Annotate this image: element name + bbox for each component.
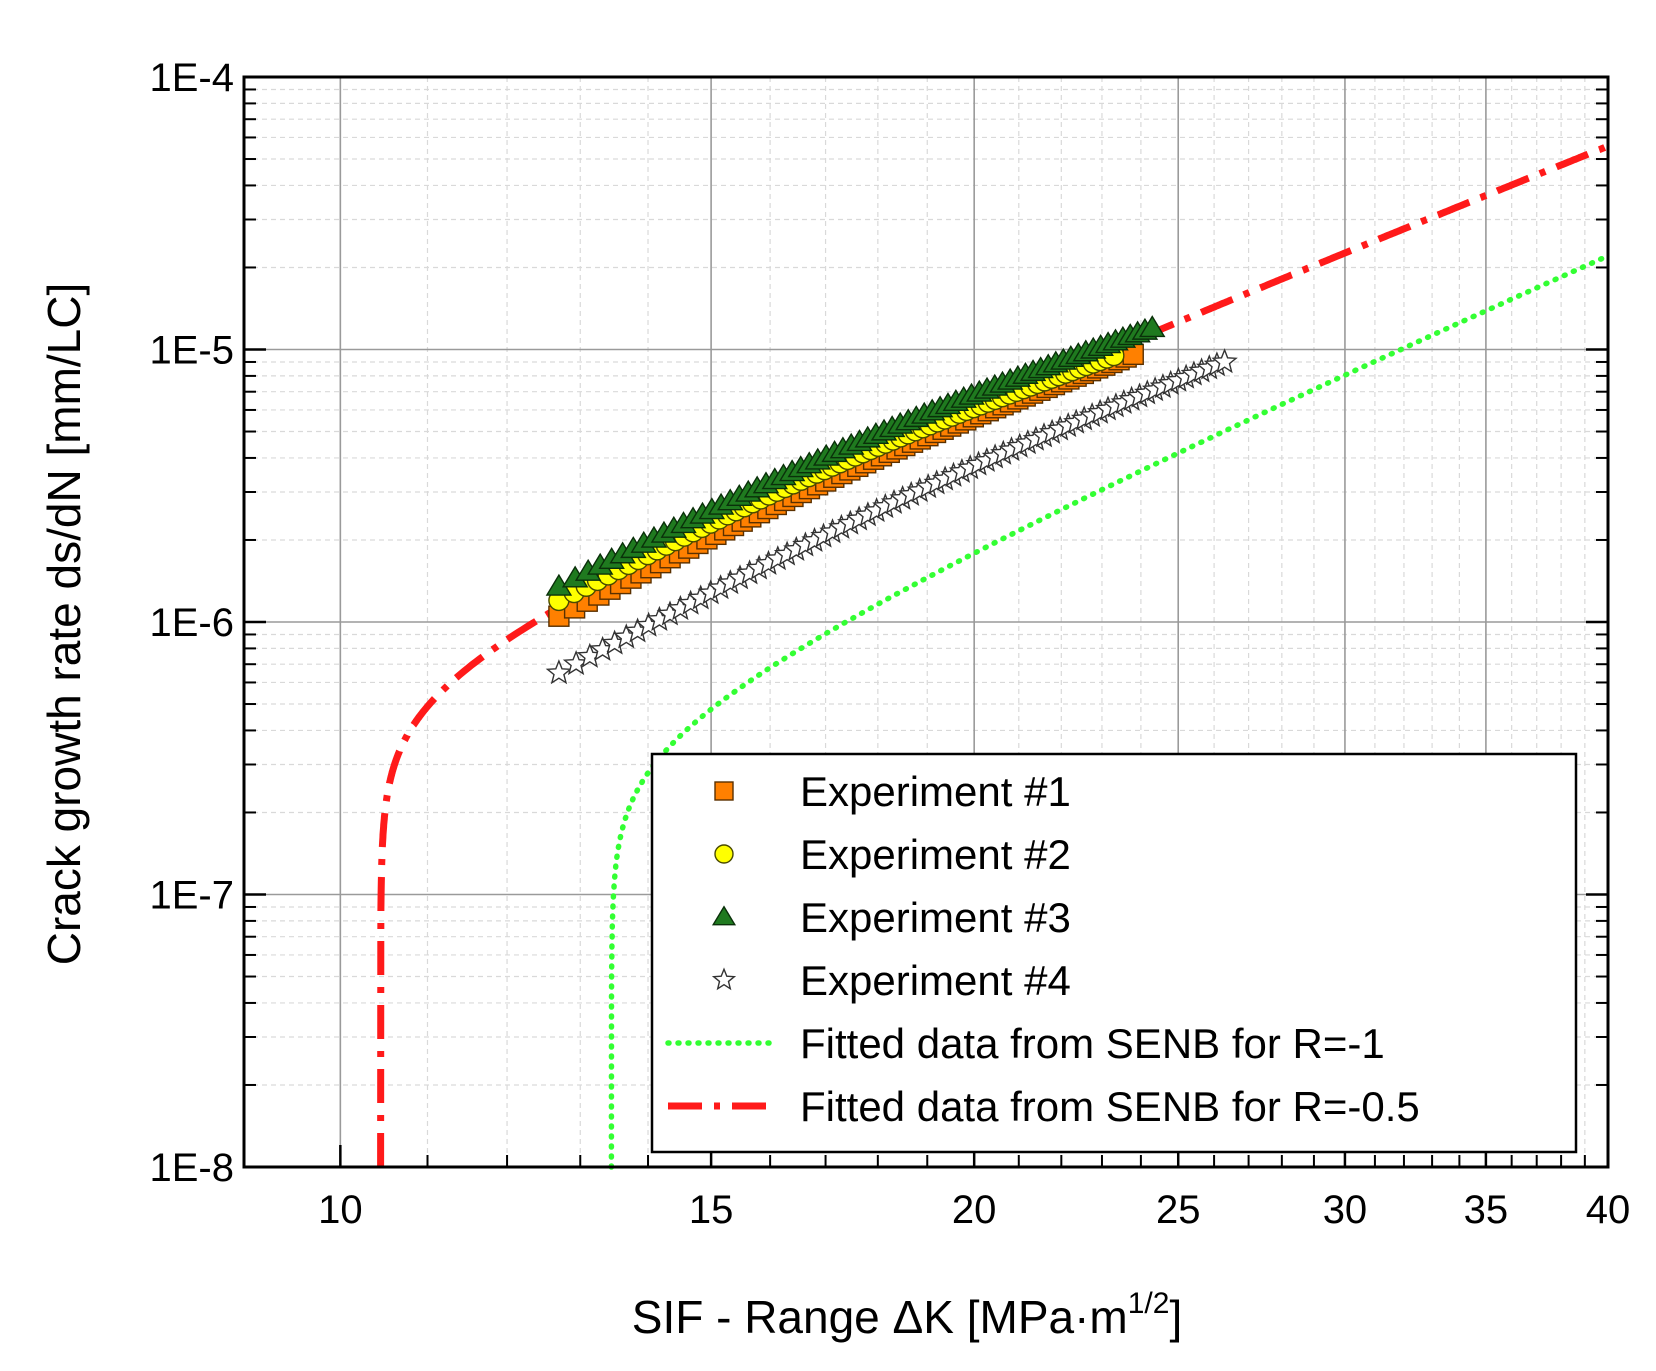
legend-symbol-3 [711,905,737,926]
legend-label-fit-r-minus-0-5: Fitted data from SENB for R=-0.5 [800,1083,1420,1130]
x-tick-label: 15 [689,1188,734,1232]
legend-label-experiment-4: Experiment #4 [800,957,1071,1004]
legend-symbol-2 [714,844,734,864]
experiment-4-point [545,659,573,685]
y-tick-label: 1E-5 [150,329,235,373]
axis-tick-labels: 10 15 20 25 30 35 40 1E-8 1E-7 1E-6 1E-5 1E-4 [150,56,1631,1232]
y-tick-label: 1E-6 [150,601,235,645]
x-axis-title-main: SIF - Range ΔK [MPa·m [632,1291,1128,1343]
legend-symbol-1 [714,781,734,801]
legend-label-fit-r-minus-1: Fitted data from SENB for R=-1 [800,1020,1385,1067]
x-axis-title: SIF - Range ΔK [MPa·m1/2] [632,1287,1182,1343]
x-tick-label: 40 [1586,1188,1631,1232]
y-tick-label: 1E-4 [150,56,235,100]
legend: Experiment #1 Experiment #2 Experiment #… [650,752,1578,1154]
y-axis-title: Crack growth rate ds/dN [mm/LC] [38,283,90,966]
legend-label-experiment-2: Experiment #2 [800,831,1071,878]
x-tick-label: 25 [1156,1188,1201,1232]
legend-symbols [665,781,781,1110]
legend-label-experiment-3: Experiment #3 [800,894,1071,941]
x-axis-title-sup: 1/2 [1128,1287,1170,1320]
x-tick-label: 35 [1464,1188,1509,1232]
y-tick-label: 1E-8 [150,1146,235,1190]
x-tick-label: 30 [1323,1188,1368,1232]
legend-symbol-4 [711,967,737,991]
x-tick-label: 10 [318,1188,363,1232]
experiment-4-point [1211,348,1238,374]
data-markers [545,315,1238,685]
legend-box [650,752,1578,1154]
fit-curve-r-minus-1 [608,253,1610,1170]
legend-label-experiment-1: Experiment #1 [800,768,1071,815]
y-tick-label: 1E-7 [150,874,235,918]
x-tick-label: 20 [952,1188,997,1232]
x-axis-title-close: ] [1169,1291,1182,1343]
experiment-3-point [1139,315,1166,338]
